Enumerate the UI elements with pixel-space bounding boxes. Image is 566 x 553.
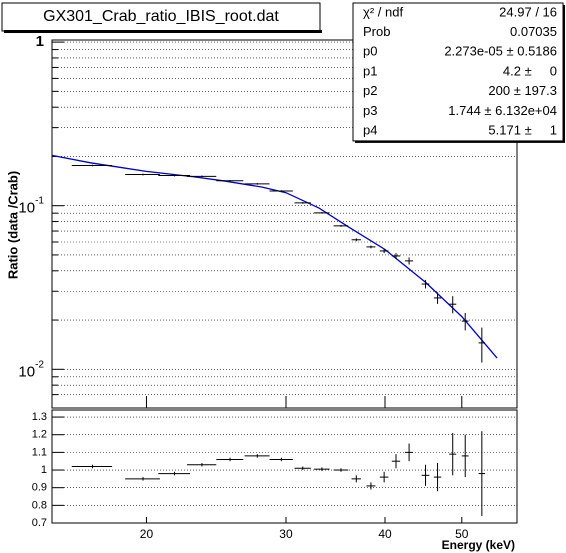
x-tick-label: 40: [378, 527, 392, 541]
y-tick-label-base: 10: [18, 363, 35, 380]
stats-label: p3: [363, 103, 377, 118]
x-axis-label: Energy (keV): [442, 538, 515, 552]
lower-frame: [51, 409, 518, 524]
upper-frame: [51, 39, 518, 409]
stats-value: 2.273e-05 ± 0.5186: [444, 44, 557, 59]
y-tick-label-exponent: -2: [35, 359, 44, 370]
stats-value: 1.744 ± 6.132e+04: [448, 103, 557, 118]
stats-label: Prob: [363, 24, 390, 39]
y-tick-label-base: 10: [18, 200, 35, 217]
title-box: [1, 2, 321, 32]
chart-title: GX301_Crab_ratio_IBIS_root.dat: [43, 8, 279, 25]
stats-value: 0.07035: [510, 24, 557, 39]
y-tick-label: 1: [36, 33, 44, 50]
stats-box: [352, 2, 564, 142]
y-axis-label: Ratio (data /Crab): [5, 171, 20, 279]
x-tick-label: 50: [455, 527, 469, 541]
stats-value: 200 ± 197.3: [488, 83, 557, 98]
stats-label: p1: [363, 63, 377, 78]
title-shadow: [4, 30, 322, 33]
y-tick-label: 0.7: [32, 517, 47, 529]
x-tick-label: 30: [279, 527, 293, 541]
stats-label: p0: [363, 44, 377, 59]
y-tick-label: 0.8: [32, 499, 47, 511]
stats-value: 5.171 ± 1: [488, 122, 557, 137]
y-tick-label: 1.1: [32, 446, 47, 458]
y-tick-label: 1.2: [32, 429, 47, 441]
y-tick-label: 0.9: [32, 482, 47, 494]
y-tick-label: 10-1: [18, 195, 44, 216]
y-tick-label: 10-2: [18, 359, 44, 380]
stats-value: 4.2 ± 0: [503, 63, 557, 78]
y-tick-label: 1: [41, 464, 47, 476]
stats-label: p4: [363, 122, 377, 137]
stats-label: p2: [363, 83, 377, 98]
y-tick-label: 1.3: [32, 411, 47, 423]
stats-value: 24.97 / 16: [499, 4, 557, 19]
y-tick-label-exponent: -1: [35, 195, 44, 206]
stats-label: χ² / ndf: [363, 4, 403, 19]
x-tick-label: 20: [140, 527, 154, 541]
